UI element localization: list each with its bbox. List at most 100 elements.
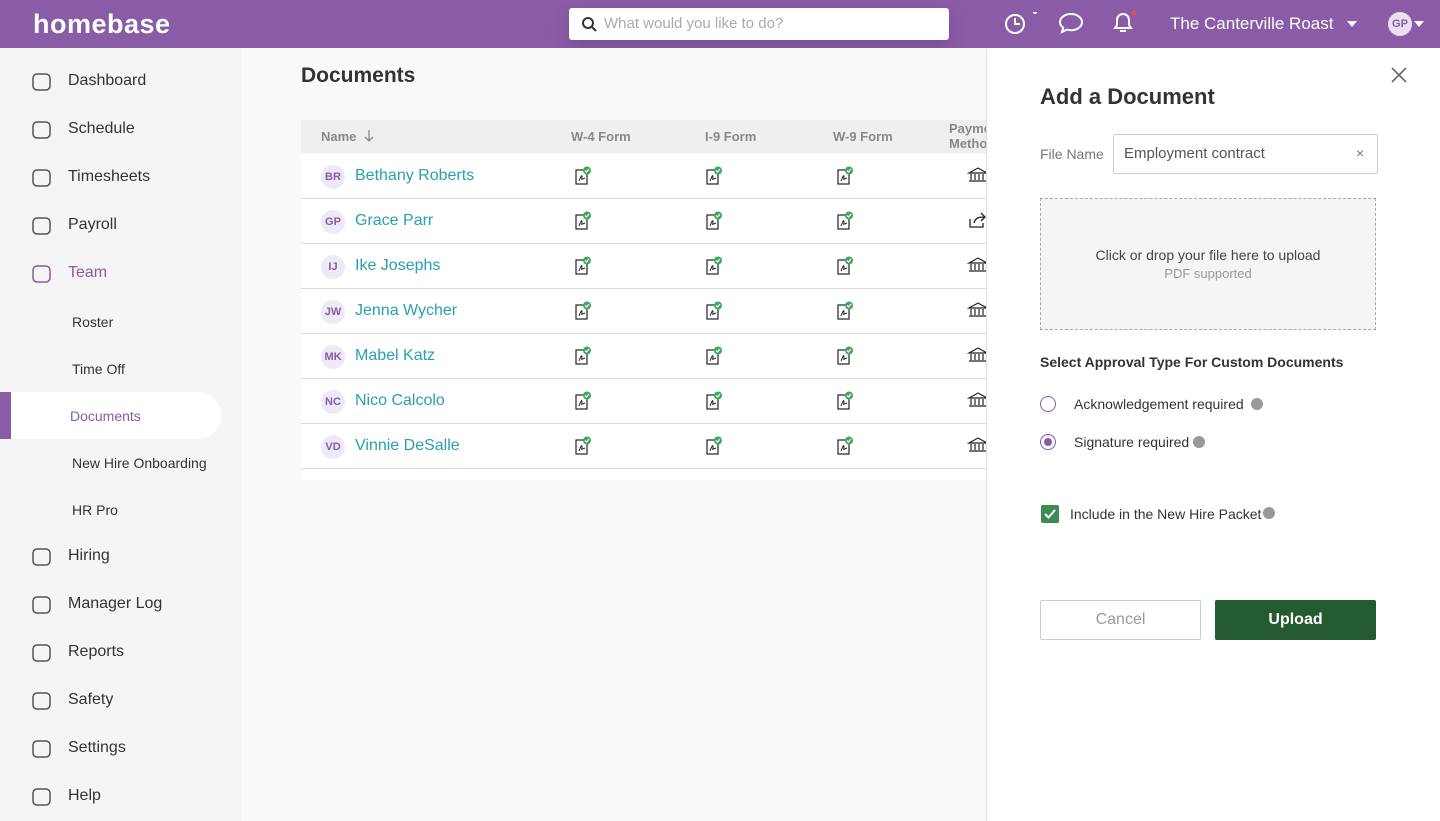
icon-part	[575, 169, 588, 185]
document-status-icon[interactable]	[966, 166, 986, 189]
document-status-icon[interactable]	[574, 346, 592, 371]
icon-part	[837, 169, 850, 185]
document-status-icon[interactable]	[836, 346, 854, 371]
icon-part	[32, 217, 51, 235]
nav-item[interactable]: Team	[68, 264, 108, 281]
document-status-icon[interactable]	[705, 211, 723, 236]
icon-part	[837, 259, 850, 275]
icon-part	[706, 346, 722, 365]
document-status-icon[interactable]	[574, 391, 592, 416]
document-status-icon[interactable]	[836, 436, 854, 461]
nav-item[interactable]: Settings	[68, 739, 126, 756]
nav-subitem[interactable]: Roster	[72, 314, 114, 330]
clock-icon[interactable]	[1004, 10, 1038, 41]
employee-name[interactable]: Nico Calcolo	[355, 392, 445, 409]
document-status-icon[interactable]	[836, 166, 854, 191]
icon-part	[1014, 18, 1020, 25]
icon-part	[575, 349, 588, 365]
dropzone[interactable]	[1040, 198, 1376, 330]
nav-subitem[interactable]: Documents	[70, 408, 141, 424]
checkbox-label[interactable]: Include in the New Hire Packet	[1070, 506, 1262, 522]
document-status-icon[interactable]	[574, 166, 592, 191]
radio-button[interactable]	[1040, 434, 1056, 450]
icon-part	[709, 310, 717, 317]
nav-item[interactable]: Dashboard	[68, 72, 147, 89]
radio-button[interactable]	[1040, 396, 1056, 412]
document-status-icon[interactable]	[836, 211, 854, 236]
icon-part	[706, 301, 722, 320]
radio-label[interactable]: Acknowledgement required	[1074, 396, 1244, 412]
text-input[interactable]	[1113, 134, 1378, 174]
nav-item[interactable]: Reports	[68, 643, 125, 660]
icon-part	[1391, 67, 1407, 83]
column-header[interactable]: Payment Method	[949, 121, 986, 151]
nav-item[interactable]: Hiring	[68, 547, 110, 564]
document-status-icon[interactable]	[705, 166, 723, 191]
clear-button[interactable]: ×	[1356, 145, 1365, 161]
document-status-icon[interactable]	[966, 346, 986, 369]
document-status-icon[interactable]	[574, 211, 592, 236]
nav-subitem[interactable]: New Hire Onboarding	[72, 455, 207, 471]
nav-subitem[interactable]: HR Pro	[72, 502, 118, 518]
document-status-icon[interactable]	[705, 256, 723, 281]
radio-label[interactable]: Signature required	[1074, 434, 1190, 450]
column-header[interactable]: W-9 Form	[833, 129, 893, 144]
info-icon	[1193, 436, 1205, 448]
icon-part	[575, 304, 588, 320]
document-status-icon[interactable]	[705, 391, 723, 416]
document-status-icon[interactable]	[966, 436, 986, 459]
document-status-icon[interactable]	[836, 391, 854, 416]
document-status-icon[interactable]	[574, 436, 592, 461]
employee-name[interactable]: Mabel Katz	[355, 347, 436, 364]
document-status-icon[interactable]	[705, 301, 723, 326]
icon-part	[706, 394, 719, 410]
document-status-icon[interactable]	[966, 391, 986, 414]
document-status-icon[interactable]	[967, 211, 986, 234]
document-status-icon[interactable]	[836, 301, 854, 326]
avatar[interactable]: GP	[1388, 12, 1412, 36]
icon-part	[837, 301, 853, 320]
location-menu[interactable]: The Canterville Roast	[1170, 14, 1334, 33]
icon-part	[837, 256, 853, 275]
table-row	[301, 424, 986, 469]
close-button[interactable]	[1390, 66, 1408, 89]
icon-part	[32, 169, 51, 187]
bell-icon[interactable]	[1110, 10, 1137, 41]
employee-name[interactable]: Jenna Wycher	[355, 302, 458, 319]
icon-part	[837, 436, 853, 455]
document-status-icon[interactable]	[574, 301, 592, 326]
icon-part	[706, 169, 719, 185]
column-header[interactable]: W-4 Form	[571, 129, 631, 144]
logo[interactable]: homebase	[33, 9, 171, 39]
column-header[interactable]: I-9 Form	[705, 129, 757, 144]
document-status-icon[interactable]	[836, 256, 854, 281]
chat-icon[interactable]	[1058, 11, 1084, 40]
nav-item[interactable]: Timesheets	[68, 168, 151, 185]
document-status-icon[interactable]	[705, 436, 723, 461]
icon-part	[32, 740, 51, 758]
document-status-icon[interactable]	[966, 301, 986, 324]
employee-name[interactable]: Grace Parr	[355, 212, 434, 229]
employee-name[interactable]: Vinnie DeSalle	[355, 437, 460, 454]
icon-part	[840, 355, 848, 362]
employee-name[interactable]: Ike Josephs	[355, 257, 441, 274]
employee-name[interactable]: Bethany Roberts	[355, 167, 475, 184]
nav-item[interactable]: Safety	[68, 691, 114, 708]
search-box[interactable]	[569, 8, 949, 40]
document-status-icon[interactable]	[574, 256, 592, 281]
nav-item[interactable]: Manager Log	[68, 595, 163, 612]
nav-item[interactable]: Payroll	[68, 216, 117, 233]
nav-subitem[interactable]: Time Off	[72, 361, 125, 377]
checkbox[interactable]	[1041, 505, 1059, 523]
nav-item[interactable]: Schedule	[68, 120, 135, 137]
icon-part	[837, 391, 853, 410]
upload-button[interactable]: Upload	[1215, 600, 1376, 640]
icon-part	[709, 220, 717, 227]
document-status-icon[interactable]	[966, 256, 986, 279]
avatar-initials: VD	[321, 435, 345, 459]
sort-arrow[interactable]	[363, 128, 375, 149]
document-status-icon[interactable]	[705, 346, 723, 371]
cancel-button[interactable]: Cancel	[1040, 600, 1201, 640]
column-header[interactable]: Name	[321, 129, 357, 144]
nav-item[interactable]: Help	[68, 787, 101, 804]
